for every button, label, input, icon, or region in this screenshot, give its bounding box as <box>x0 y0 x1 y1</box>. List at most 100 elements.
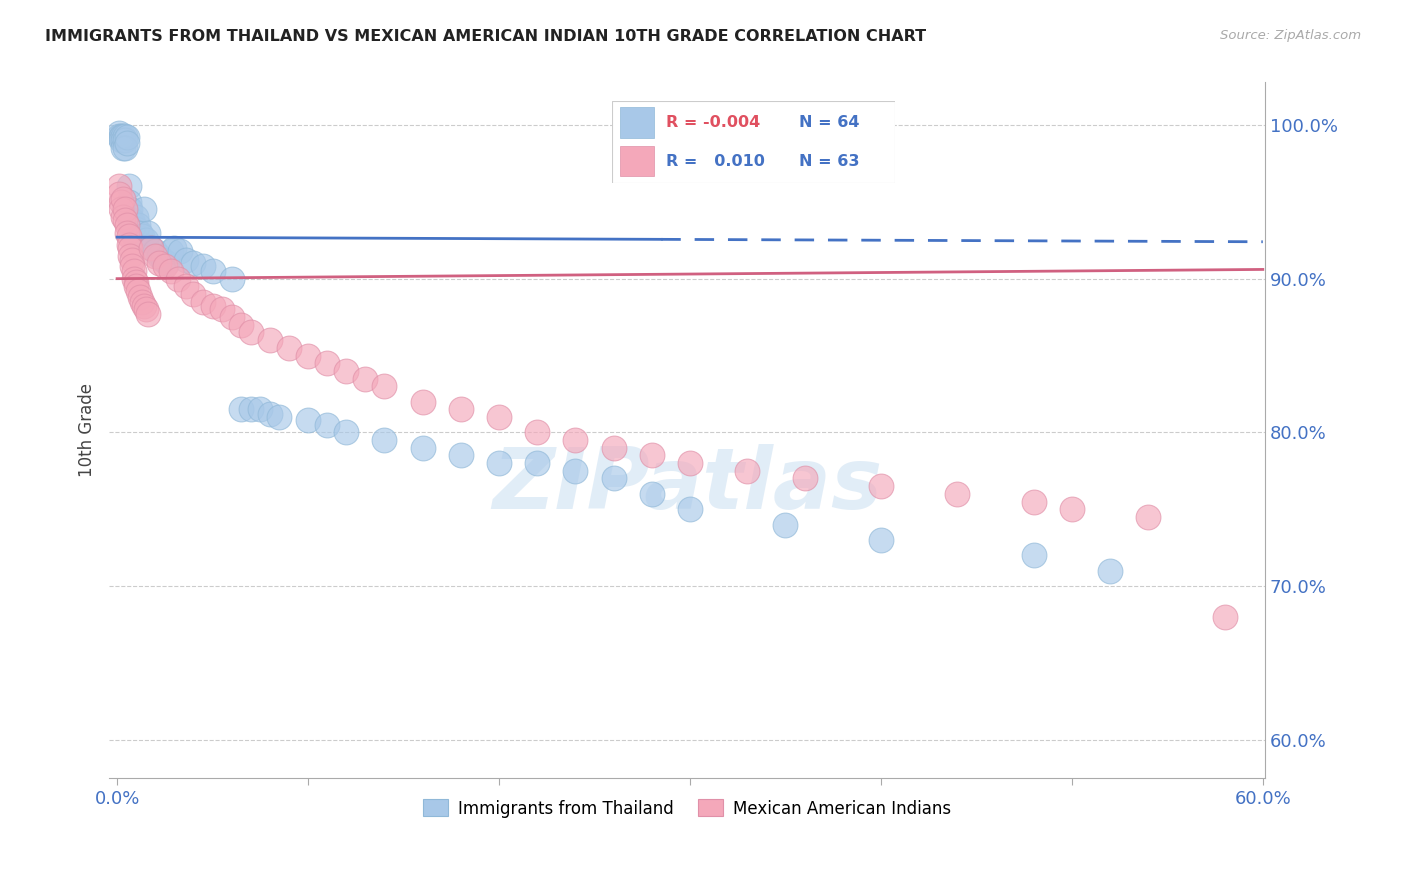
Point <box>108 187 131 202</box>
Point <box>117 237 139 252</box>
Point <box>278 341 301 355</box>
Point <box>121 213 143 227</box>
Point <box>108 128 131 143</box>
Point <box>564 433 586 447</box>
Point <box>132 202 155 217</box>
Point <box>1060 502 1083 516</box>
Point <box>239 402 262 417</box>
Legend: Immigrants from Thailand, Mexican American Indians: Immigrants from Thailand, Mexican Americ… <box>416 793 959 824</box>
Point <box>141 241 163 255</box>
Point <box>148 256 170 270</box>
Point <box>114 141 136 155</box>
Point <box>110 194 132 209</box>
Point <box>167 271 190 285</box>
Point <box>124 228 146 243</box>
Point <box>117 194 139 209</box>
Point <box>775 517 797 532</box>
Point <box>115 136 138 151</box>
Point <box>129 290 152 304</box>
Point <box>231 318 253 332</box>
Point <box>201 299 224 313</box>
Point <box>183 287 205 301</box>
Point <box>679 456 702 470</box>
Point <box>793 471 815 485</box>
Point <box>120 249 142 263</box>
Point <box>373 433 395 447</box>
Point <box>174 279 197 293</box>
Point <box>297 349 319 363</box>
Point <box>159 264 181 278</box>
Point <box>526 425 548 440</box>
Point <box>114 133 136 147</box>
Point <box>450 449 472 463</box>
Point <box>125 222 148 236</box>
Point <box>110 133 132 147</box>
Point <box>117 202 139 217</box>
Y-axis label: 10th Grade: 10th Grade <box>79 383 96 477</box>
Point <box>110 202 132 217</box>
Point <box>117 228 139 243</box>
Point <box>111 141 134 155</box>
Point <box>1099 564 1122 578</box>
Point <box>1022 549 1045 563</box>
Point <box>136 307 159 321</box>
Point <box>115 130 138 145</box>
Point <box>183 256 205 270</box>
Point <box>174 253 197 268</box>
Point <box>108 179 131 194</box>
Point <box>679 502 702 516</box>
Point <box>127 218 149 232</box>
Point <box>169 244 191 258</box>
Point <box>110 130 132 145</box>
Point <box>354 371 377 385</box>
Point <box>412 441 434 455</box>
Point <box>111 133 134 147</box>
Point <box>120 202 142 217</box>
Point <box>124 271 146 285</box>
Point <box>259 407 281 421</box>
Point <box>211 302 233 317</box>
Point <box>641 449 664 463</box>
Point <box>125 279 148 293</box>
Point <box>132 299 155 313</box>
Point <box>412 394 434 409</box>
Point <box>201 264 224 278</box>
Point <box>127 284 149 298</box>
Point <box>316 417 339 432</box>
Text: IMMIGRANTS FROM THAILAND VS MEXICAN AMERICAN INDIAN 10TH GRADE CORRELATION CHART: IMMIGRANTS FROM THAILAND VS MEXICAN AMER… <box>45 29 927 44</box>
Point <box>946 487 969 501</box>
Point <box>870 479 893 493</box>
Point <box>108 126 131 140</box>
Point <box>488 409 510 424</box>
Point <box>124 218 146 232</box>
Point <box>124 264 146 278</box>
Point <box>120 241 142 255</box>
Point <box>488 456 510 470</box>
Point <box>153 260 176 274</box>
Point <box>148 249 170 263</box>
Point <box>1022 494 1045 508</box>
Text: Source: ZipAtlas.com: Source: ZipAtlas.com <box>1220 29 1361 42</box>
Point <box>114 128 136 143</box>
Point <box>125 275 148 289</box>
Point <box>316 356 339 370</box>
Point <box>259 333 281 347</box>
Point <box>121 253 143 268</box>
Point <box>1137 510 1160 524</box>
Point <box>152 253 174 268</box>
Point <box>191 294 214 309</box>
Point <box>191 260 214 274</box>
Point <box>115 226 138 240</box>
Point <box>870 533 893 547</box>
Point <box>111 192 134 206</box>
Point <box>121 260 143 274</box>
Point <box>143 249 166 263</box>
Point <box>156 256 179 270</box>
Point <box>111 210 134 224</box>
Point <box>135 233 157 247</box>
Point <box>111 128 134 143</box>
Point <box>564 464 586 478</box>
Point <box>602 471 624 485</box>
Point <box>121 222 143 236</box>
Point <box>221 310 243 324</box>
